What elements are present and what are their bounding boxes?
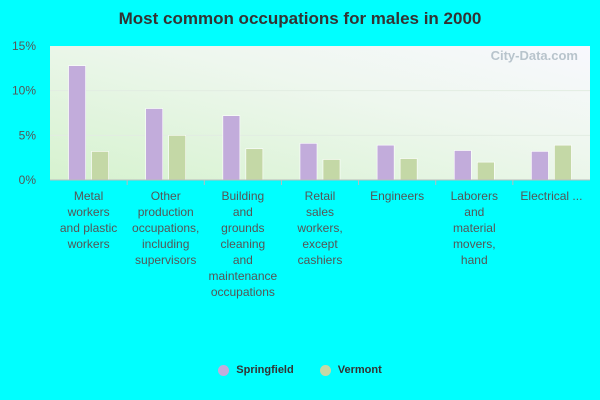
bar-springfield-3[interactable] bbox=[299, 143, 318, 181]
y-tick-label: 15% bbox=[12, 39, 36, 53]
category-label-line: Electrical ... bbox=[520, 189, 582, 203]
bar-springfield-2[interactable] bbox=[222, 115, 241, 181]
category-label-line: production bbox=[138, 205, 194, 219]
legend-item-springfield[interactable]: Springfield bbox=[218, 364, 294, 376]
category-label-line: workers, bbox=[296, 221, 342, 235]
y-axis-ticks: 0% 5% 10% 15% bbox=[12, 39, 36, 187]
legend-swatch-vermont bbox=[319, 364, 331, 376]
category-labels: Metal workers and plastic workers Other produ… bbox=[60, 189, 583, 299]
category-label-line: movers, bbox=[453, 237, 496, 251]
bar-vermont-1[interactable] bbox=[168, 135, 187, 181]
legend-label-vermont: Vermont bbox=[337, 364, 382, 376]
category-label-line: workers bbox=[67, 205, 110, 219]
chart-title: Most common occupations for males in 200… bbox=[118, 9, 482, 28]
legend-swatch-springfield bbox=[218, 364, 230, 376]
bar-springfield-1[interactable] bbox=[145, 108, 164, 181]
category-label-line: material bbox=[453, 221, 496, 235]
y-tick-label: 10% bbox=[12, 84, 36, 98]
category-label-line: workers bbox=[67, 237, 110, 251]
category-label-line: and bbox=[464, 205, 484, 219]
bar-vermont-0[interactable] bbox=[91, 151, 109, 181]
bar-vermont-2[interactable] bbox=[245, 148, 264, 181]
category-label-line: and plastic bbox=[60, 221, 117, 235]
category-label-line: hand bbox=[461, 253, 488, 267]
category-label: Metal workers and plastic workers bbox=[60, 189, 117, 251]
category-label: Other production occupations, including supe… bbox=[132, 189, 199, 267]
category-label-line: and bbox=[233, 253, 253, 267]
category-label: Electrical ... bbox=[520, 189, 582, 203]
y-tick-label: 0% bbox=[19, 173, 37, 187]
category-label-line: maintenance bbox=[208, 269, 277, 283]
category-label-line: Other bbox=[151, 189, 181, 203]
category-label-line: cashiers bbox=[298, 253, 343, 267]
bar-vermont-5[interactable] bbox=[476, 161, 495, 181]
category-label: Engineers bbox=[370, 189, 424, 203]
bar-springfield-4[interactable] bbox=[376, 144, 395, 181]
category-label-line: including bbox=[142, 237, 189, 251]
category-label-line: occupations bbox=[211, 285, 275, 299]
plot-area bbox=[50, 46, 590, 180]
bar-vermont-4[interactable] bbox=[399, 158, 418, 181]
category-label-line: Building bbox=[222, 189, 265, 203]
category-label: Retail sales workers, except cashiers bbox=[296, 189, 342, 267]
bar-springfield-5[interactable] bbox=[453, 150, 472, 181]
category-label-line: occupations, bbox=[132, 221, 199, 235]
category-label-line: Retail bbox=[305, 189, 336, 203]
category-label-line: sales bbox=[306, 205, 334, 219]
watermark: City-Data.com bbox=[491, 48, 578, 63]
y-tick-label: 5% bbox=[19, 128, 37, 142]
category-label-line: except bbox=[302, 237, 338, 251]
category-label-line: Engineers bbox=[370, 189, 424, 203]
bar-springfield-0[interactable] bbox=[68, 65, 86, 181]
legend: Springfield Vermont bbox=[0, 364, 600, 376]
bar-vermont-6[interactable] bbox=[554, 144, 572, 181]
legend-item-vermont[interactable]: Vermont bbox=[319, 364, 382, 376]
category-label-line: Laborers bbox=[451, 189, 498, 203]
category-label-line: and bbox=[233, 205, 253, 219]
category-label: Building and grounds cleaning and maintenance… bbox=[208, 189, 277, 299]
category-label-line: supervisors bbox=[135, 253, 196, 267]
gridlines bbox=[50, 90, 590, 136]
category-label-line: Metal bbox=[74, 189, 103, 203]
bar-vermont-3[interactable] bbox=[322, 159, 341, 181]
bar-springfield-6[interactable] bbox=[531, 151, 549, 181]
legend-label-springfield: Springfield bbox=[236, 364, 294, 376]
x-axis-ticks bbox=[126, 180, 514, 185]
category-label: Laborers and material movers, hand bbox=[451, 189, 498, 267]
category-label-line: cleaning bbox=[221, 237, 266, 251]
category-label-line: grounds bbox=[221, 221, 264, 235]
